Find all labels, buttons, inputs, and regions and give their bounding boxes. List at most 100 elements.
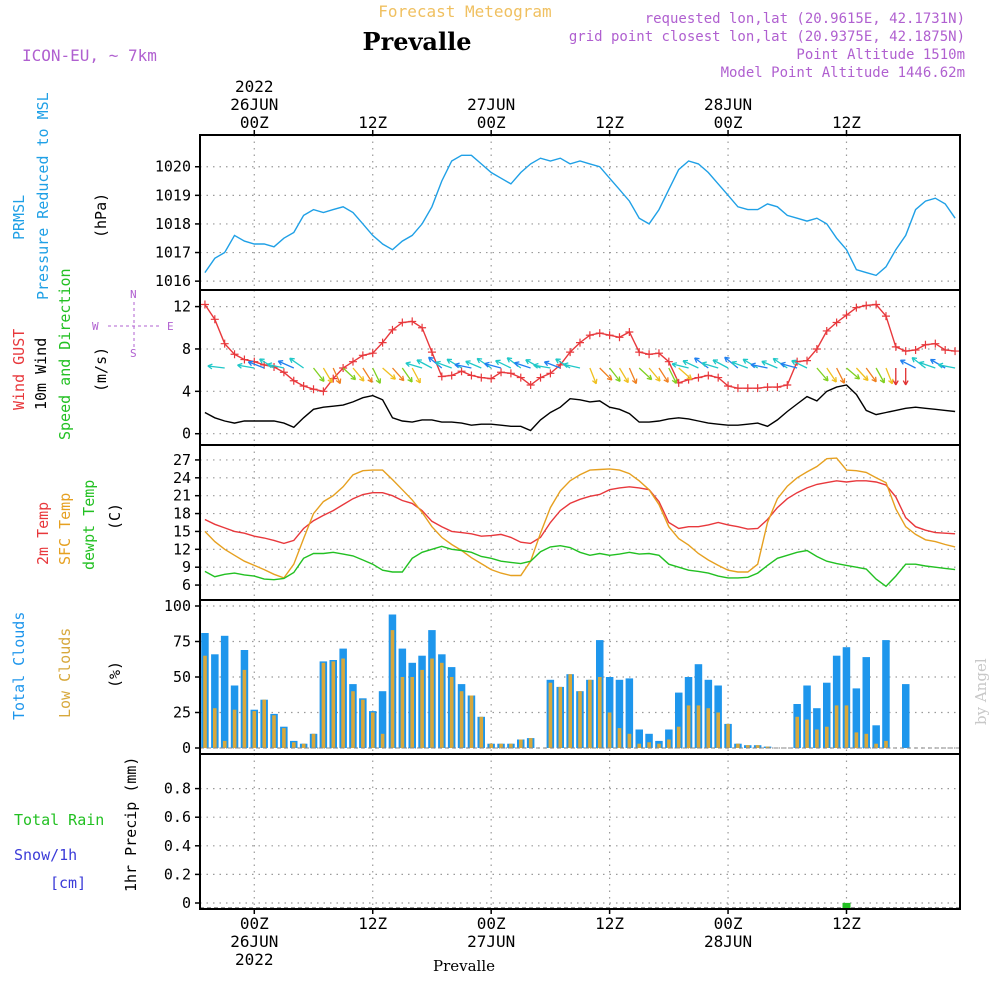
total-clouds-bar: [665, 729, 673, 748]
gust-point: [408, 317, 417, 326]
y-tick-label: 25: [173, 704, 191, 722]
low-clouds-bar: [795, 716, 799, 748]
gust-point: [832, 318, 841, 327]
gust-point: [487, 374, 496, 383]
total-clouds-bar: [823, 682, 831, 748]
series-line-prmsl: [204, 154, 956, 277]
wind-direction-arrow-icon: [207, 363, 225, 370]
wind-direction-arrow-icon: [506, 357, 522, 369]
low-clouds-bar: [222, 740, 227, 748]
total-clouds-bar: [803, 685, 811, 748]
total-clouds-bar: [882, 640, 890, 748]
wind-direction-arrow-icon: [731, 360, 749, 369]
wind-direction-arrow-icon: [816, 367, 829, 382]
wind-direction-arrow-icon: [609, 367, 621, 382]
gust-point: [822, 326, 831, 335]
gust-point: [497, 368, 506, 377]
low-clouds-bar: [252, 711, 257, 748]
label-wind-10m: 10m Wind: [32, 338, 50, 410]
wind-direction-arrow-icon: [218, 368, 235, 373]
low-clouds-bar: [647, 742, 651, 748]
low-clouds-bar: [440, 662, 444, 748]
gust-point: [576, 338, 584, 347]
y-tick-label: 21: [173, 487, 191, 505]
low-clouds-bar: [558, 686, 563, 748]
label-snow-unit: [cm]: [50, 874, 86, 892]
gust-point: [842, 311, 851, 320]
low-clouds-bar: [765, 746, 770, 748]
low-clouds-bar: [598, 677, 602, 748]
time-axis-label: 12Z: [358, 113, 387, 132]
gust-point: [506, 369, 515, 378]
label-precip-unit: 1hr Precip (mm): [122, 757, 140, 892]
total-clouds-bar: [635, 729, 643, 748]
time-axis-label: 2022: [235, 77, 274, 96]
label-snow: Snow/1h: [14, 846, 77, 864]
total-clouds-bar: [832, 655, 841, 748]
low-clouds-bar: [864, 733, 869, 748]
low-clouds-bar: [489, 743, 493, 748]
gust-point: [289, 376, 298, 385]
wind-direction-arrow-icon: [648, 367, 661, 382]
gust-point: [901, 347, 910, 356]
label-clouds: Total Clouds Low Clouds (%): [10, 612, 124, 720]
low-clouds-bar: [716, 712, 720, 748]
y-tick-label: 1016: [155, 272, 191, 290]
y-tick-label: 6: [182, 576, 191, 594]
low-clouds-bar: [311, 733, 316, 748]
y-tick-label: 12: [173, 540, 191, 558]
low-clouds-bar: [400, 677, 405, 748]
wind-direction-arrow-icon: [724, 356, 739, 369]
wind-direction-arrow-icon: [628, 367, 638, 385]
low-clouds-bar: [578, 691, 582, 748]
low-clouds-bar: [834, 705, 839, 748]
wind-direction-arrow-icon: [289, 357, 304, 369]
wind-direction-arrow-icon: [259, 358, 275, 369]
wind-direction-arrow-icon: [701, 361, 719, 369]
wind-direction-arrow-icon: [902, 368, 909, 386]
low-clouds-bar: [292, 742, 296, 748]
gust-point: [625, 328, 634, 337]
requested-coords: requested lon,lat (20.9615E, 42.1731N): [645, 11, 965, 27]
wind-direction-arrow-icon: [533, 362, 551, 369]
total-clouds-bar: [211, 654, 219, 748]
gust-point: [704, 371, 713, 380]
y-tick-label: 0: [182, 425, 191, 443]
y-tick-label: 24: [173, 469, 191, 487]
gust-point: [921, 340, 930, 349]
wind-direction-arrow-icon: [599, 367, 613, 381]
wind-direction-arrow-icon: [562, 362, 581, 369]
wind-direction-arrow-icon: [826, 367, 837, 383]
wind-direction-arrow-icon: [742, 358, 759, 369]
series-line-sfc-temp: [204, 457, 956, 579]
time-axis-label: 12Z: [595, 113, 624, 132]
label-wind-gust: Wind GUST: [10, 329, 28, 410]
wind-direction-arrow-icon: [678, 367, 693, 380]
wind-direction-arrow-icon: [543, 360, 561, 369]
low-clouds-bar: [696, 705, 701, 748]
wind-direction-arrow-icon: [892, 368, 899, 386]
gust-point: [773, 383, 782, 392]
gust-point: [477, 373, 486, 382]
y-tick-label: 1018: [155, 215, 191, 233]
total-clouds-bar: [872, 725, 880, 748]
wind-direction-arrow-icon: [618, 367, 629, 384]
time-axis-label: 12Z: [595, 914, 624, 933]
compass-w: W: [92, 320, 99, 333]
wind-direction-arrow-icon: [668, 367, 678, 384]
low-clouds-bar: [449, 677, 454, 748]
wind-direction-arrow-icon: [189, 368, 205, 374]
y-tick-label: 0: [182, 894, 191, 912]
gust-point: [368, 349, 377, 358]
gust-point: [457, 367, 466, 376]
wind-direction-arrow-icon: [555, 358, 571, 369]
label-temp-unit: (C): [106, 503, 124, 530]
compass-icon: N W E S: [92, 288, 174, 360]
gust-point: [911, 346, 920, 355]
wind-direction-arrow-icon: [247, 360, 265, 369]
time-axis-label: 12Z: [832, 113, 861, 132]
chart-title: Prevalle: [363, 27, 472, 56]
gust-point: [645, 350, 654, 359]
low-clouds-bar: [371, 712, 375, 748]
low-clouds-bar: [588, 679, 592, 748]
